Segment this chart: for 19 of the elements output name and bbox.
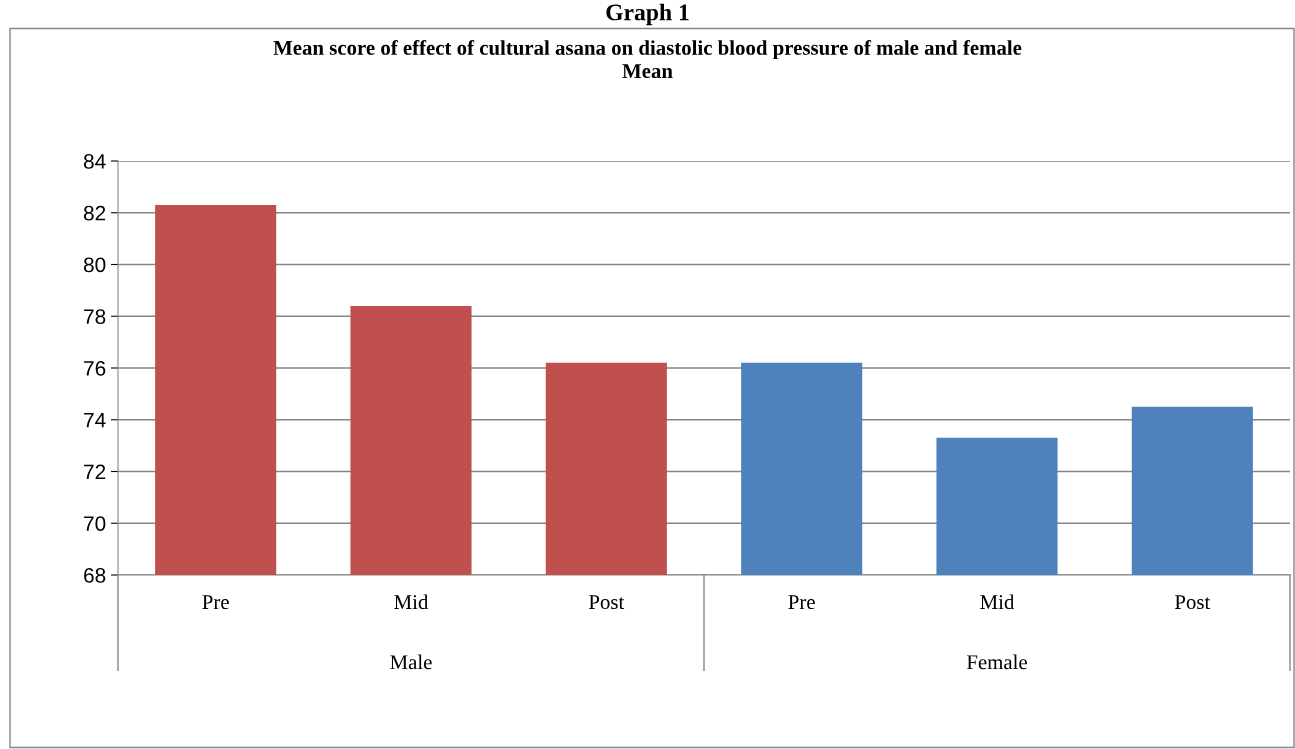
x-tick-label: Post [1174, 595, 1211, 610]
y-tick-label: 84 [83, 154, 106, 169]
text: Male [390, 654, 432, 670]
x-tick-label: Pre [788, 595, 815, 610]
chart-subtitle: Mean score of effect of cultural asana on diastolic blood pressure of male and female Mean [273, 40, 1022, 79]
y-tick-label: 82 [83, 205, 106, 221]
x-tick-label: Mid [980, 594, 1015, 610]
text: Female [966, 654, 1027, 670]
y-tick-label: 72 [84, 464, 106, 480]
y-tick-label: 80 [83, 257, 106, 273]
y-tick-label: 74 [84, 412, 106, 428]
x-tick-label: Pre [202, 595, 229, 610]
y-tick-label: 78 [84, 309, 106, 324]
x-tick-label: Mid [394, 594, 429, 610]
y-tick-label: 70 [84, 516, 106, 531]
y-tick-label: 76 [84, 361, 106, 376]
x-tick-label: Post [588, 595, 625, 610]
y-tick-label: 68 [84, 568, 106, 583]
chart-title: Graph 1 [606, 3, 689, 26]
